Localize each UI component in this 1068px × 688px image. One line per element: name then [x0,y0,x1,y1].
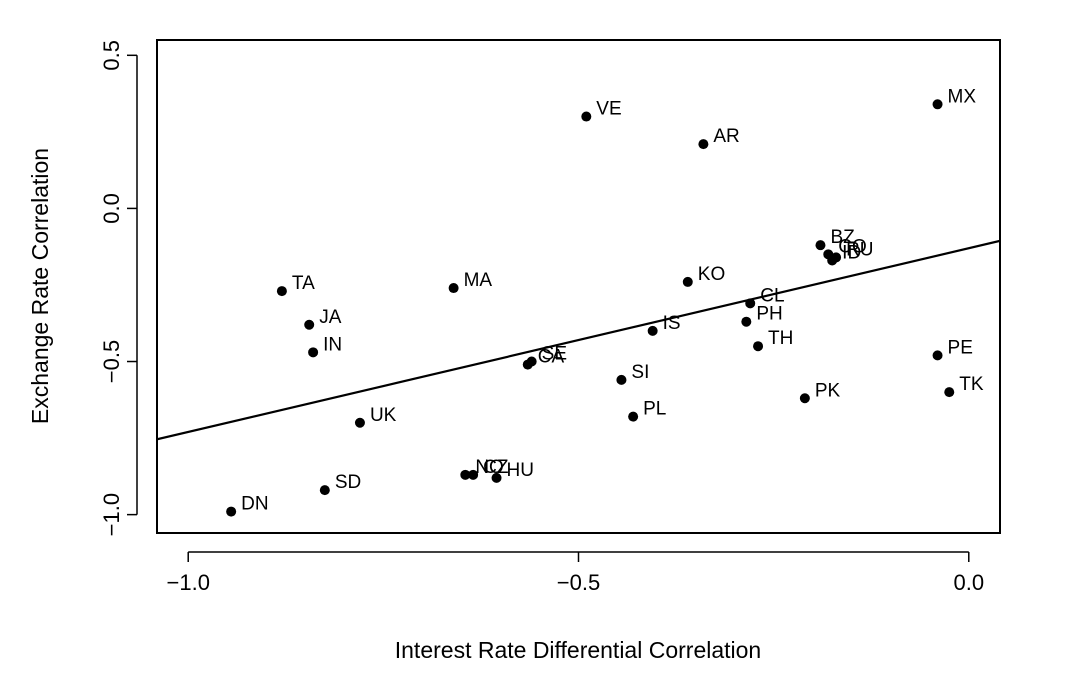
point-label-id: ID [842,242,861,263]
data-point-ca [522,359,533,370]
point-label-si: SI [631,362,649,383]
y-tick-label: −0.5 [99,340,124,383]
x-tick-label: 0.0 [953,570,984,595]
data-point-pl [628,411,639,422]
data-point-ma [448,283,459,294]
point-label-ma: MA [464,270,493,291]
data-point-ta [276,286,287,297]
point-label-no: NO [475,457,504,478]
data-point-pe [932,350,943,361]
data-point-bz [815,240,826,251]
data-point-tk [944,387,955,398]
point-label-ko: KO [698,264,725,285]
y-tick-label: 0.5 [99,40,124,71]
point-label-ca: CA [538,347,565,368]
point-label-ar: AR [713,126,739,147]
plot-frame [156,39,1001,534]
point-label-pl: PL [643,399,666,420]
data-point-dn [226,506,237,517]
point-label-is: IS [663,313,681,334]
data-point-id [827,255,838,266]
y-axis-label: Exchange Rate Correlation [27,148,53,424]
point-label-co: CO [838,236,867,257]
point-label-ve: VE [596,99,621,120]
point-label-pe: PE [948,337,973,358]
x-tick-label: −0.5 [557,570,600,595]
point-label-th: TH [768,328,793,349]
point-label-tk: TK [959,374,984,395]
y-tick-label: −1.0 [99,493,124,536]
data-point-ph [741,316,752,327]
data-point-hu [491,472,502,483]
data-point-ve [581,111,592,122]
point-label-hu: HU [507,460,534,481]
data-point-pk [799,393,810,404]
data-point-uk [354,417,365,428]
data-point-sd [319,485,330,496]
data-point-ko [682,276,693,287]
data-point-is [647,325,658,336]
regression-line [157,239,1000,441]
y-tick-label: 0.0 [99,193,124,224]
point-label-cz: CZ [483,457,509,478]
point-label-se: SE [542,344,567,365]
point-label-uk: UK [370,405,397,426]
point-label-bz: BZ [830,227,855,248]
data-point-ar [698,139,709,150]
point-label-dn: DN [241,494,268,515]
x-tick-label: −1.0 [167,570,210,595]
point-label-pk: PK [815,380,841,401]
data-point-ja [304,319,315,330]
point-label-mx: MX [948,86,977,107]
data-point-th [753,341,764,352]
point-label-sd: SD [335,472,361,493]
data-point-si [616,374,627,385]
data-point-in [308,347,319,358]
point-label-ru: RU [846,239,873,260]
data-point-mx [932,99,943,110]
point-label-cl: CL [760,285,784,306]
data-point-no [460,469,471,480]
point-label-ja: JA [319,307,342,328]
point-label-ta: TA [292,273,315,294]
point-label-in: IN [323,334,342,355]
data-point-cl [745,298,756,309]
point-label-ph: PH [756,304,782,325]
data-point-cz [468,469,479,480]
x-axis-label: Interest Rate Differential Correlation [395,637,761,663]
